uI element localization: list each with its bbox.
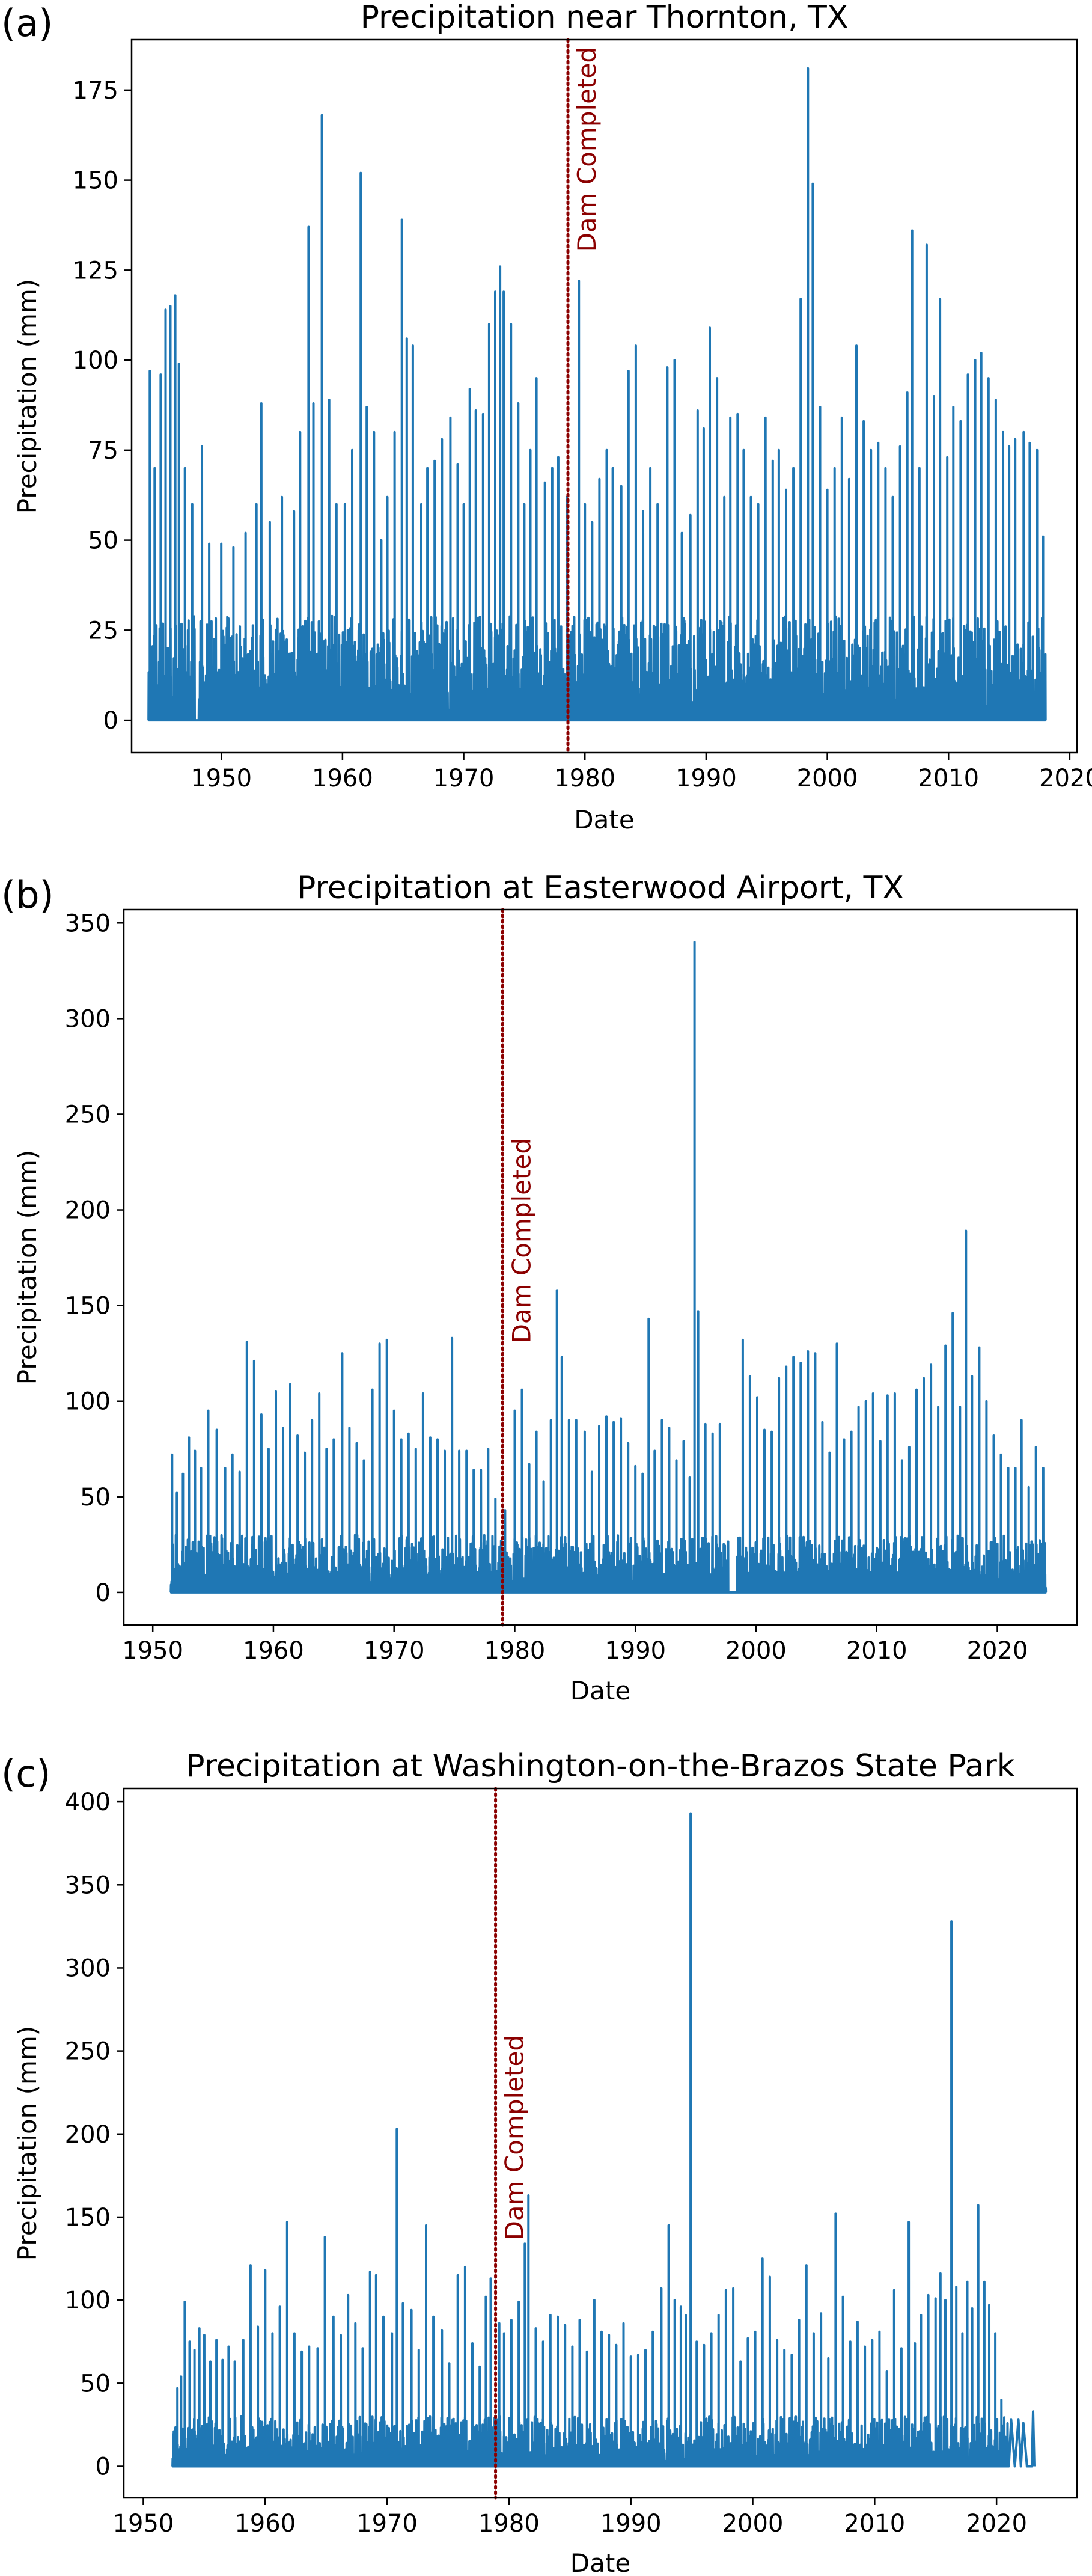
x-tick-label: 1970 [356, 2510, 418, 2538]
x-tick-label: 1950 [191, 765, 252, 792]
y-tick-label: 400 [65, 1788, 111, 1816]
x-tick-label: 2000 [725, 1637, 787, 1665]
y-tick-label: 250 [65, 2038, 111, 2066]
y-tick-label: 150 [65, 1293, 111, 1320]
y-tick-label: 175 [73, 77, 118, 105]
x-tick-label: 1990 [600, 2510, 662, 2538]
y-tick-label: 75 [88, 437, 118, 465]
x-tick-label: 2000 [797, 765, 858, 792]
precipitation-series-line [147, 67, 1047, 722]
x-tick-label: 1990 [605, 1637, 666, 1665]
x-axis-label: Date [574, 805, 634, 834]
x-tick-label: 1970 [433, 765, 495, 792]
x-axis-label: Date [570, 2548, 630, 2576]
y-tick-label: 200 [65, 2121, 111, 2149]
chart-title: Precipitation at Washington-on-the-Brazo… [186, 1748, 1015, 1784]
panel-b: (b) Precipitation at Easterwood Airport, … [1, 870, 1078, 1706]
axes-frame [130, 38, 1078, 754]
x-tick-label: 2020 [1039, 765, 1092, 792]
chart-title: Precipitation at Easterwood Airport, TX [297, 870, 904, 906]
y-tick-label: 50 [80, 2370, 111, 2397]
x-tick-label: 1980 [478, 2510, 540, 2538]
y-tick-label: 350 [65, 910, 111, 937]
x-tick-label: 1990 [676, 765, 737, 792]
y-tick-label: 100 [65, 2287, 111, 2314]
y-tick-label: 0 [96, 1579, 111, 1607]
y-tick-label: 0 [103, 707, 118, 735]
y-tick-label: 25 [88, 617, 118, 644]
x-tick-label: 1970 [364, 1637, 425, 1665]
y-tick-label: 350 [65, 1871, 111, 1899]
x-tick-label: 2010 [844, 2510, 905, 2538]
x-axis-label: Date [570, 1676, 630, 1706]
x-tick-label: 1950 [122, 1637, 183, 1665]
dam-completed-annotation: Dam Completed [572, 47, 602, 252]
x-tick-label: 1980 [484, 1637, 546, 1665]
y-tick-label: 300 [65, 1954, 111, 1982]
y-tick-label: 50 [88, 527, 118, 555]
x-tick-label: 2010 [846, 1637, 907, 1665]
y-tick-label: 125 [73, 257, 118, 284]
y-tick-label: 300 [65, 1005, 111, 1033]
y-tick-label: 200 [65, 1197, 111, 1225]
dam-completed-annotation: Dam Completed [507, 1138, 536, 1343]
x-tick-label: 1980 [554, 765, 615, 792]
y-tick-label: 150 [73, 167, 118, 195]
x-tick-label: 2020 [966, 2510, 1027, 2538]
x-tick-label: 2020 [967, 1637, 1028, 1665]
panel-a: (a) Precipitation near Thornton, TX Dam Co… [1, 0, 1092, 834]
x-tick-label: 1950 [113, 2510, 174, 2538]
y-tick-label: 50 [80, 1484, 111, 1511]
panel-label: (c) [1, 1752, 50, 1796]
axes-frame [123, 1787, 1078, 2499]
y-axis-label: Precipitation (mm) [13, 1150, 42, 1384]
panel-label: (a) [1, 1, 53, 45]
chart-title: Precipitation near Thornton, TX [361, 0, 849, 35]
x-tick-label: 2010 [918, 765, 979, 792]
y-tick-label: 100 [65, 1388, 111, 1416]
panel-c: (c) Precipitation at Washington-on-the-Br… [1, 1748, 1078, 2576]
x-tick-label: 2000 [722, 2510, 784, 2538]
panel-label: (b) [1, 873, 54, 917]
x-tick-label: 1960 [312, 765, 373, 792]
dam-completed-annotation: Dam Completed [500, 2035, 529, 2240]
y-tick-label: 100 [73, 347, 118, 375]
axes-frame [123, 908, 1078, 1626]
x-tick-label: 1960 [243, 1637, 304, 1665]
y-tick-label: 0 [96, 2453, 111, 2480]
precipitation-series-line [171, 1812, 1036, 2468]
precipitation-series-line [169, 941, 1048, 1594]
y-axis-label: Precipitation (mm) [13, 279, 42, 513]
y-tick-label: 250 [65, 1101, 111, 1128]
x-tick-label: 1960 [234, 2510, 296, 2538]
y-tick-label: 150 [65, 2204, 111, 2232]
y-axis-label: Precipitation (mm) [13, 2026, 42, 2260]
